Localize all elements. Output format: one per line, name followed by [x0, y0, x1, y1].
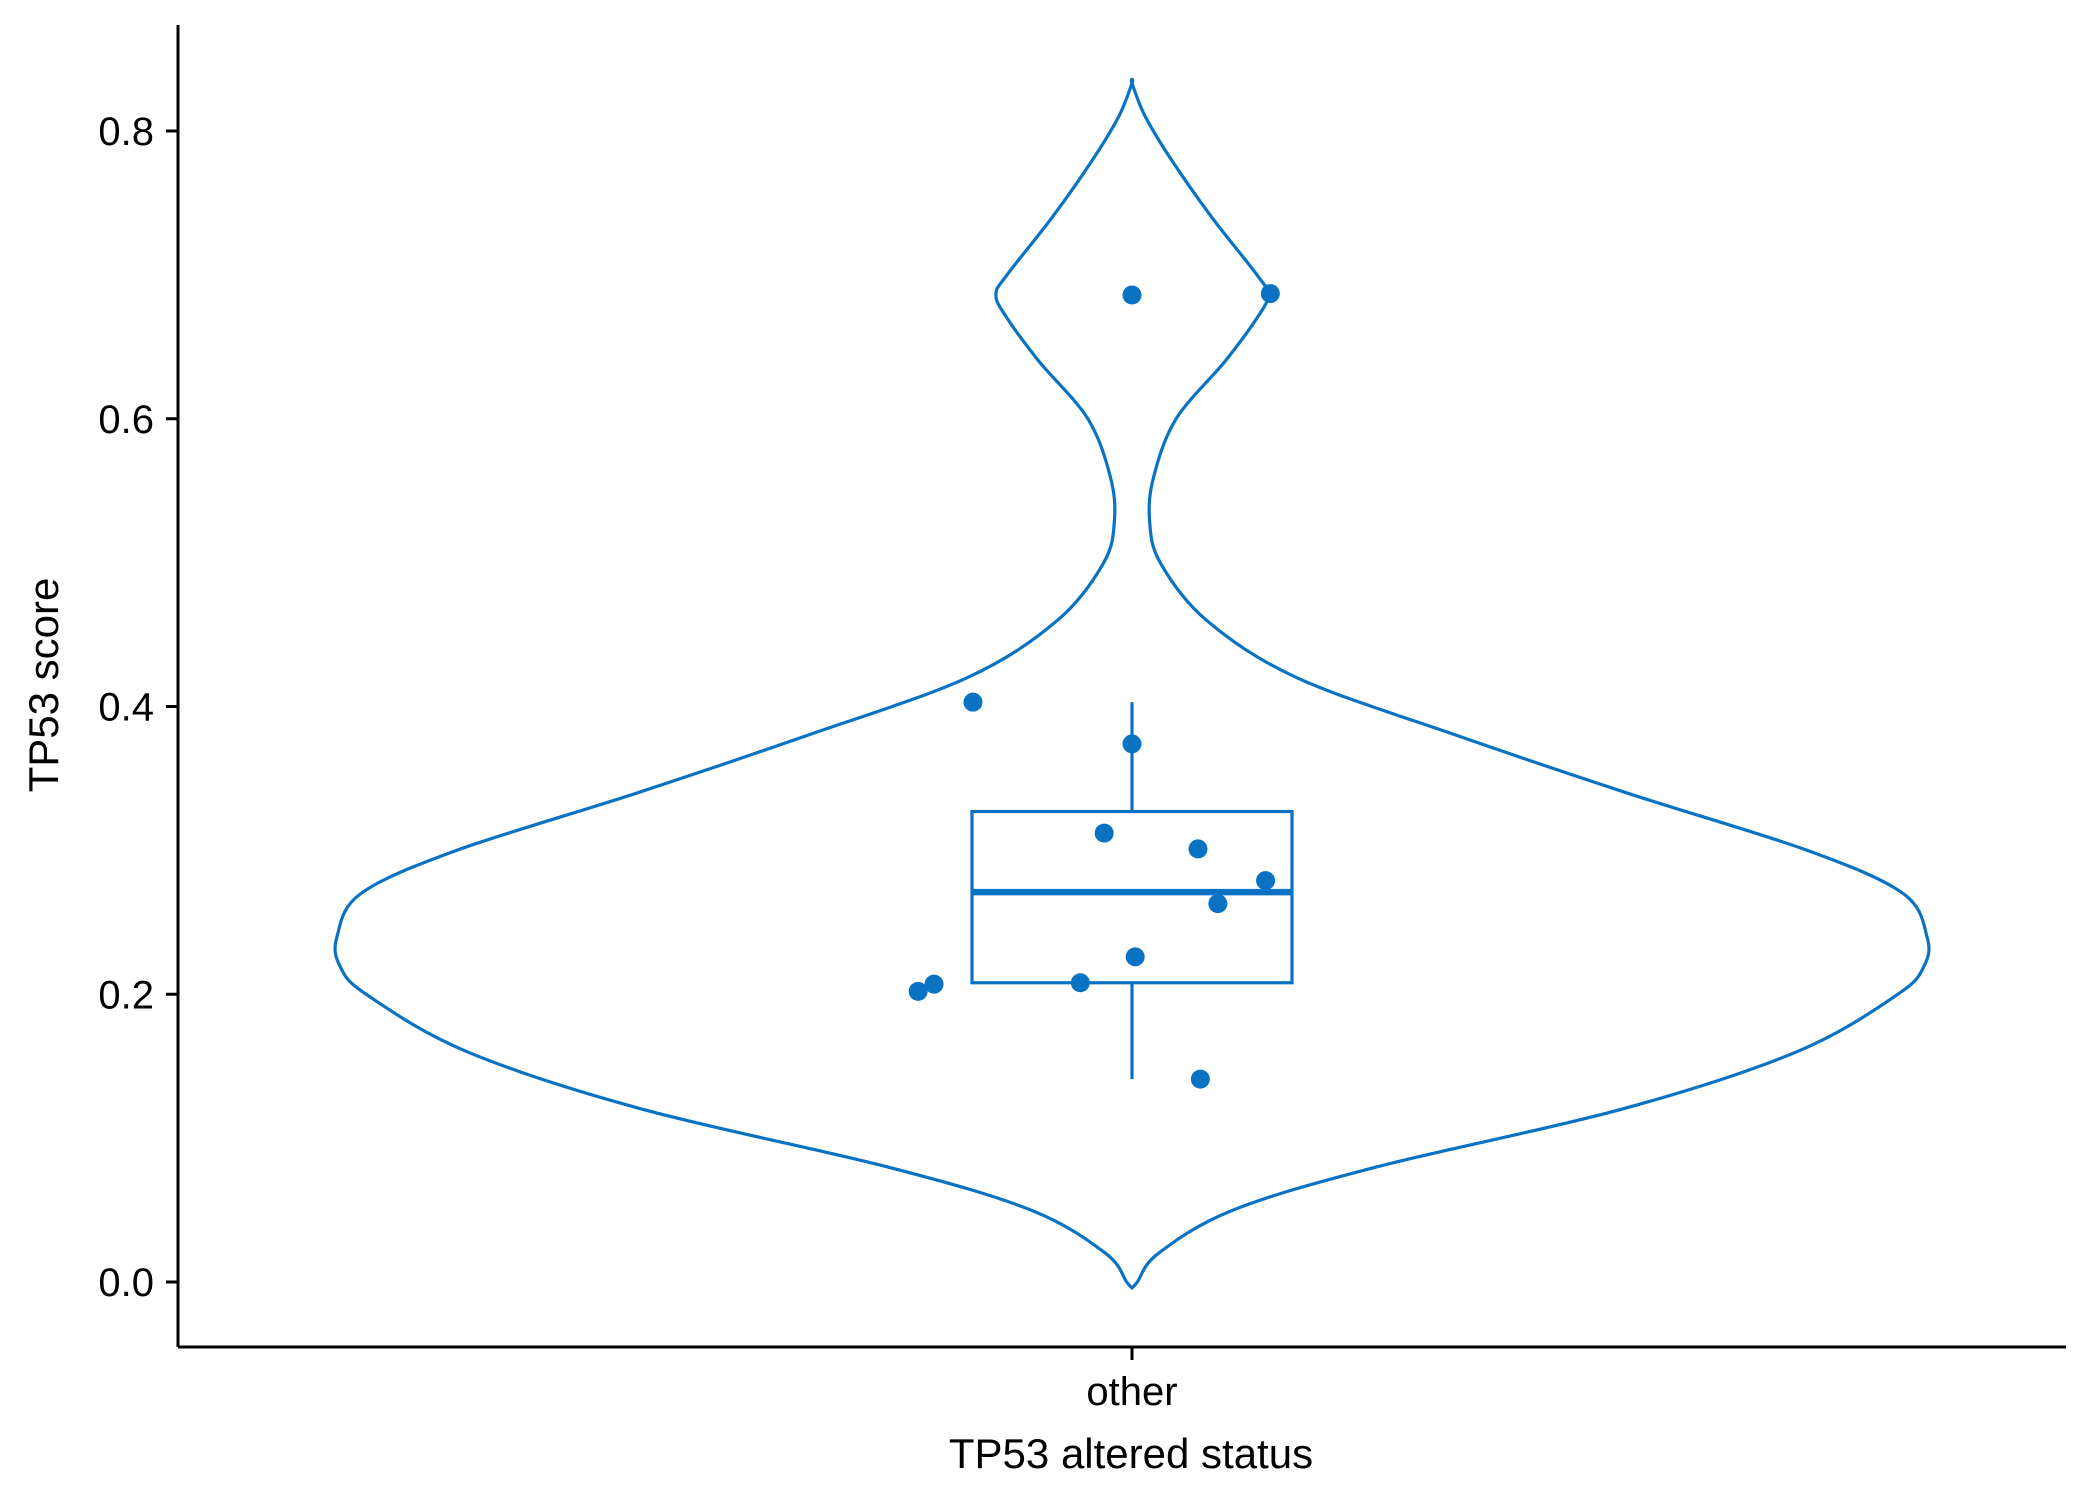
- y-axis-title: TP53 score: [20, 578, 67, 793]
- data-point: [1122, 734, 1142, 754]
- x-axis-title: TP53 altered status: [949, 1430, 1313, 1477]
- data-point: [963, 692, 983, 712]
- y-tick-label: 0.4: [98, 686, 154, 730]
- y-tick-label: 0.6: [98, 398, 154, 442]
- data-point: [1256, 871, 1276, 891]
- y-tick-label: 0.8: [98, 110, 154, 154]
- y-tick-label: 0.2: [98, 973, 154, 1017]
- y-tick-label: 0.0: [98, 1261, 154, 1305]
- data-point: [1190, 1069, 1210, 1089]
- violin-outline: [333, 77, 1931, 1291]
- data-point: [1208, 894, 1228, 914]
- data-point: [1094, 823, 1114, 843]
- data-point: [1125, 947, 1145, 967]
- x-tick-label: other: [1086, 1370, 1177, 1414]
- data-point: [1070, 973, 1090, 993]
- data-point: [1260, 284, 1280, 304]
- data-point: [1122, 285, 1142, 305]
- data-point: [908, 981, 928, 1001]
- data-point: [924, 974, 944, 994]
- box-iqr: [970, 809, 1294, 985]
- data-point: [1188, 839, 1208, 859]
